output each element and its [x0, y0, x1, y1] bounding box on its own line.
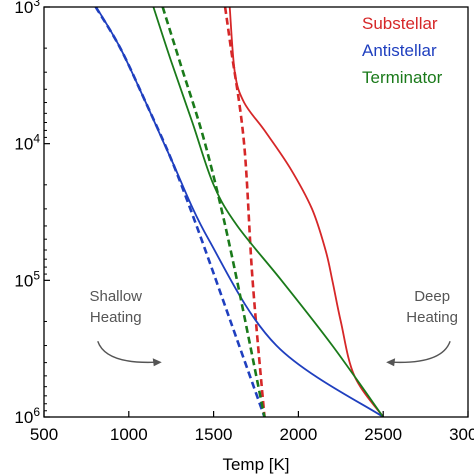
x-tick-label: 500 — [30, 425, 58, 444]
x-tick-label: 1000 — [110, 425, 148, 444]
legend-item-substellar: Substellar — [362, 14, 438, 33]
axis-ticks: 500 1000 1500 2000 2500 3000 103 104 105 106 — [14, 0, 474, 444]
y-tick-label: 104 — [14, 132, 40, 154]
y-tick-label: 106 — [14, 405, 40, 427]
deep-arrow — [392, 340, 451, 364]
deep-arrow-head — [386, 358, 396, 367]
legend-item-antistellar: Antistellar — [362, 41, 437, 60]
y-tick-label: 105 — [14, 268, 40, 290]
x-axis-title: Temp [K] — [222, 455, 289, 474]
legend-item-terminator: Terminator — [362, 68, 443, 87]
x-tick-label: 2500 — [364, 425, 402, 444]
x-tick-label: 2000 — [279, 425, 317, 444]
plot-frame — [43, 6, 469, 418]
legend: Substellar Antistellar Terminator — [362, 14, 443, 87]
series-line-substellar-dashed — [223, 7, 266, 417]
x-tick-label: 1500 — [195, 425, 233, 444]
annotations: Shallow Heating Deep Heating — [89, 288, 458, 367]
x-tick-label: 3000 — [449, 425, 474, 444]
series-line-terminator-solid — [152, 7, 384, 417]
plot-area — [94, 7, 384, 417]
annotation-deep-heating: Deep Heating — [406, 288, 458, 326]
shallow-arrow-head — [152, 358, 162, 367]
series-line-substellar-solid — [228, 7, 384, 417]
annotation-shallow-heating: Shallow Heating — [89, 288, 142, 326]
series-line-terminator-dashed — [161, 7, 266, 417]
y-tick-label: 103 — [14, 0, 40, 17]
shallow-arrow — [97, 340, 156, 364]
series-line-antistellar-dashed — [94, 7, 266, 417]
